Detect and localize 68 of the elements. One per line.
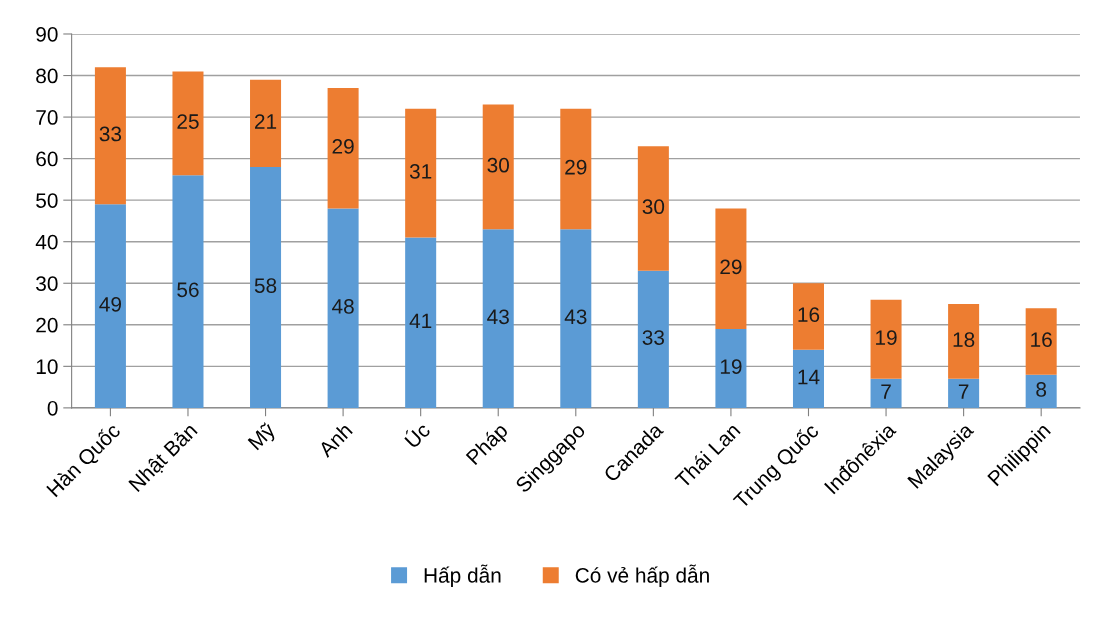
data-label: 14: [798, 369, 820, 385]
data-label: 16: [1031, 332, 1052, 347]
data-label: 25: [177, 114, 199, 129]
bar: [948, 304, 980, 379]
data-label: 43: [487, 309, 509, 325]
x-tick-label: Úc: [401, 419, 432, 449]
bar: [1025, 374, 1057, 408]
bar: [482, 229, 514, 408]
y-tick-label: 90: [36, 26, 58, 42]
data-label: 19: [720, 359, 742, 375]
data-label: 29: [565, 159, 587, 175]
data-label: 49: [99, 296, 122, 312]
data-label: 33: [99, 126, 122, 142]
data-label: 7: [958, 384, 969, 399]
y-tick-label: 50: [36, 193, 58, 208]
y-tick-label: 80: [36, 68, 58, 84]
bar: [637, 146, 669, 271]
data-label: 7: [881, 384, 891, 399]
data-label: 41: [409, 313, 432, 329]
bar: [327, 208, 359, 408]
data-label: 30: [642, 199, 665, 215]
data-label: 16: [798, 307, 820, 323]
bar: [250, 166, 282, 408]
bar: [172, 71, 204, 176]
bar: [792, 283, 824, 350]
bar: [560, 229, 592, 408]
bar: [948, 378, 980, 408]
bar: [405, 108, 437, 238]
bar: [715, 328, 747, 408]
bar: [560, 108, 592, 230]
bar: [482, 104, 514, 230]
data-label: 18: [953, 332, 975, 347]
bar: [637, 270, 669, 408]
y-tick-label: 20: [36, 317, 58, 333]
legend-label: Hấp dẫn: [424, 564, 501, 587]
bar: [94, 204, 126, 408]
legend-label: Có vẻ hấp dẫn: [575, 564, 709, 587]
bar: [94, 67, 126, 205]
data-label: 29: [720, 259, 742, 275]
y-tick-label: 30: [36, 276, 58, 291]
y-tick-label: 70: [36, 110, 58, 125]
x-tick-label: Anh: [316, 422, 353, 458]
y-tick-label: 0: [47, 400, 58, 416]
data-label: 31: [409, 164, 432, 179]
bar: [250, 79, 282, 167]
bar: [1025, 308, 1057, 375]
y-tick-label: 60: [36, 151, 58, 167]
bar: [327, 88, 359, 209]
data-label: 8: [1036, 382, 1047, 397]
data-label: 19: [876, 330, 897, 345]
data-label: 56: [177, 282, 199, 298]
bar: [172, 175, 204, 408]
bar: [870, 378, 902, 408]
data-label: 33: [642, 330, 665, 345]
bar: [405, 237, 437, 408]
x-tick-label: Mỹ: [247, 421, 280, 454]
data-label: 58: [254, 278, 277, 293]
y-tick-label: 40: [35, 234, 58, 250]
y-tick-label: 10: [36, 359, 58, 375]
bar: [792, 349, 824, 408]
data-label: 29: [332, 139, 354, 154]
data-label: 48: [332, 299, 354, 314]
bar: [870, 299, 902, 379]
x-tick-label: Thái Lan: [673, 421, 741, 489]
data-label: 43: [564, 309, 587, 325]
bar: [715, 208, 747, 329]
data-label: 30: [487, 157, 509, 173]
data-label: 21: [255, 114, 277, 129]
